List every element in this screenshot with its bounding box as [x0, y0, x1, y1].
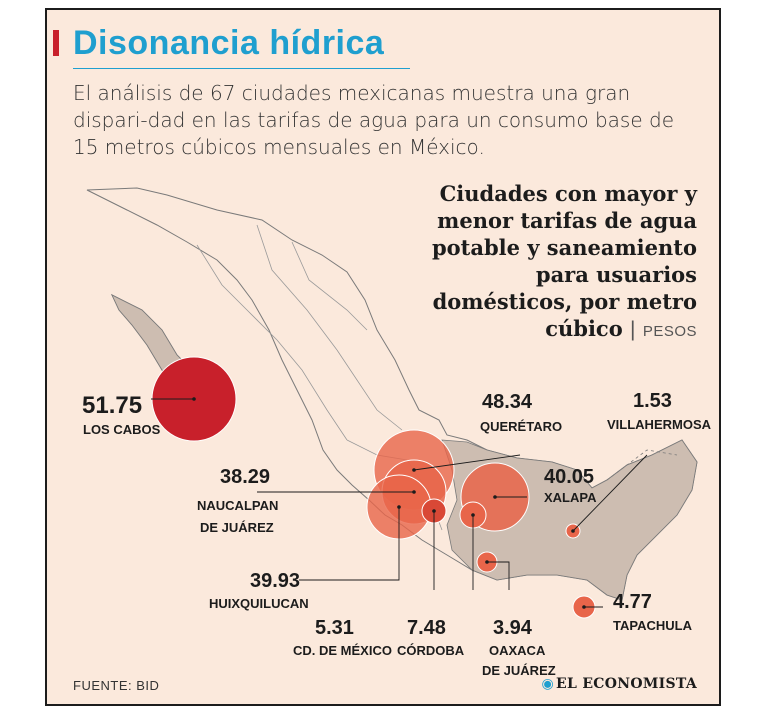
label-los-cabos-value: 51.75 — [82, 392, 142, 419]
brand-name: EL ECONOMISTA — [556, 676, 697, 692]
label-huixquilucan-value: 39.93 — [250, 570, 300, 592]
label-naucalpan-city2: DE JUÁREZ — [200, 520, 274, 535]
label-queretaro-city: QUERÉTARO — [480, 419, 562, 434]
title-accent-bar — [53, 30, 59, 56]
chart-title: Ciudades con mayor y menor tarifas de ag… — [397, 180, 697, 345]
label-tapachula-city: TAPACHULA — [613, 618, 693, 633]
label-villahermosa-city: VILLAHERMOSA — [607, 417, 712, 432]
unit-label: PESOS — [642, 323, 697, 340]
unit-separator: | — [630, 318, 636, 341]
label-cordoba-value: 7.48 — [407, 617, 446, 639]
leader-dots — [192, 397, 586, 609]
source-note: FUENTE: BID — [73, 678, 160, 693]
label-queretaro-value: 48.34 — [482, 391, 533, 413]
label-oaxaca-value: 3.94 — [493, 617, 533, 639]
brand-logo: ◉ EL ECONOMISTA — [542, 676, 698, 692]
page-title: Disonancia hídrica — [73, 24, 385, 62]
globe-icon: ◉ — [541, 676, 555, 692]
intro-text: El análisis de 67 ciudades mexicanas mue… — [73, 81, 675, 159]
label-naucalpan-city1: NAUCALPAN — [197, 498, 278, 513]
label-oaxaca-city1: OAXACA — [489, 643, 546, 658]
mexico-map: 51.75 LOS CABOS 48.34 QUERÉTARO 1.53 VIL… — [82, 187, 712, 678]
label-los-cabos-city: LOS CABOS — [83, 422, 161, 437]
label-cordoba-city: CÓRDOBA — [397, 643, 465, 658]
infographic-frame: Disonancia hídrica El análisis de 67 ciu… — [45, 8, 721, 706]
label-naucalpan-value: 38.29 — [220, 466, 270, 488]
label-villahermosa-value: 1.53 — [633, 390, 672, 412]
label-xalapa-city: XALAPA — [544, 490, 597, 505]
title-underline — [73, 68, 410, 69]
label-cdmx-value: 5.31 — [315, 617, 354, 639]
label-tapachula-value: 4.77 — [613, 591, 652, 613]
chart-title-text: Ciudades con mayor y menor tarifas de ag… — [431, 181, 697, 341]
label-cdmx-city: CD. DE MÉXICO — [293, 643, 392, 658]
label-huixquilucan-city: HUIXQUILUCAN — [209, 596, 309, 611]
label-xalapa-value: 40.05 — [544, 466, 594, 488]
label-oaxaca-city2: DE JUÁREZ — [482, 663, 556, 678]
leader-lines — [151, 398, 648, 608]
yucatan-dashed-border — [606, 449, 678, 481]
